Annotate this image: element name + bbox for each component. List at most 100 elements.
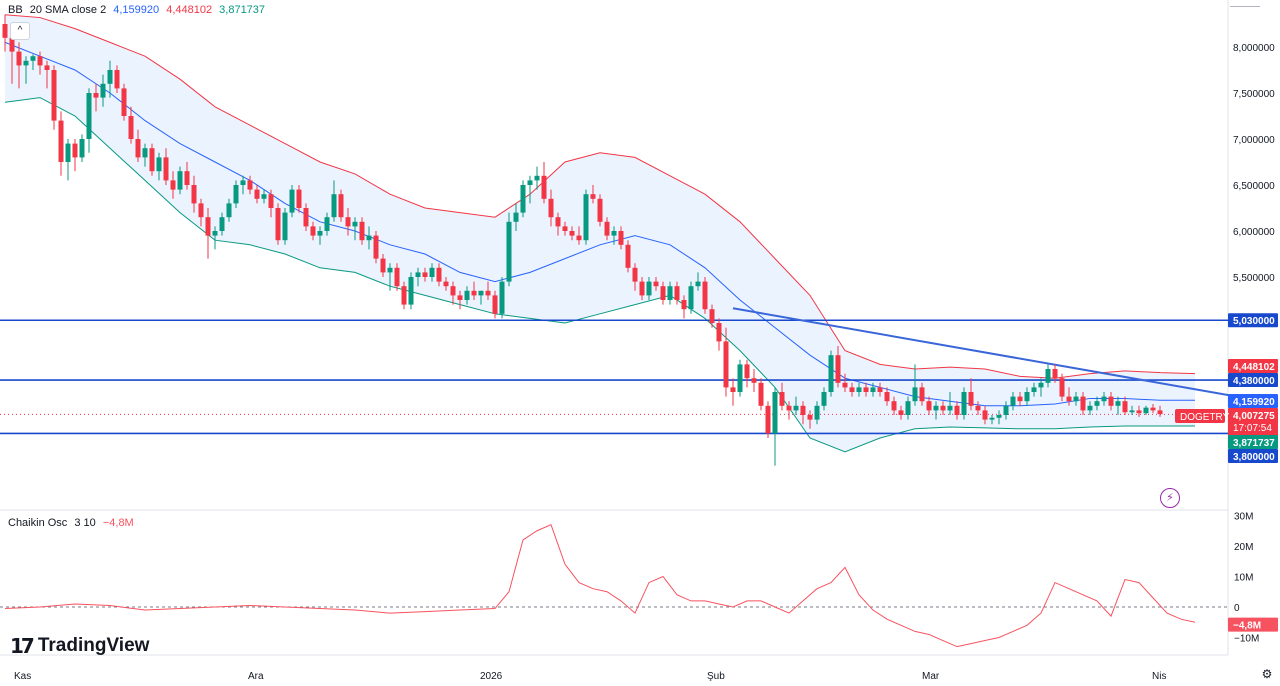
candle-body bbox=[422, 272, 428, 277]
candle-body bbox=[821, 392, 827, 406]
bb-basis-tag-bg bbox=[1228, 394, 1278, 408]
candle-body bbox=[394, 267, 400, 287]
candle-body bbox=[16, 51, 22, 66]
candle-body bbox=[1080, 396, 1086, 411]
candle-body bbox=[191, 185, 197, 204]
candle-body bbox=[695, 281, 701, 287]
time-tick-label: Ara bbox=[248, 671, 264, 682]
price-tick-label: 6,500000 bbox=[1233, 181, 1275, 192]
candle-body bbox=[331, 194, 337, 218]
candle-body bbox=[1024, 392, 1030, 402]
candle-body bbox=[401, 286, 407, 305]
candle-body bbox=[492, 295, 498, 314]
level-tag-4380000-bg bbox=[1228, 373, 1278, 388]
candle-body bbox=[793, 405, 799, 411]
horizontal-levels[interactable] bbox=[0, 319, 1228, 435]
candle-body bbox=[513, 212, 519, 222]
trendline[interactable] bbox=[732, 307, 1238, 398]
candle-body bbox=[548, 198, 554, 218]
candle-body bbox=[730, 387, 736, 392]
candle-body bbox=[926, 401, 932, 411]
candle-body bbox=[415, 272, 421, 277]
price-tick-label: 5,500000 bbox=[1233, 273, 1275, 284]
candle-body bbox=[359, 221, 365, 241]
candle-body bbox=[1150, 407, 1156, 411]
level-tag-5030000-text: 5,030000 bbox=[1233, 316, 1275, 327]
tradingview-logo[interactable]: 17 TradingView bbox=[10, 634, 149, 658]
candle-body bbox=[590, 194, 596, 199]
osc-legend[interactable]: Chaikin Osc 3 10 −4,8M bbox=[8, 517, 138, 529]
bb-legend-upper: 4,448102 bbox=[166, 4, 213, 16]
candle-body bbox=[702, 281, 708, 310]
current-price-value: 4,007275 bbox=[1233, 411, 1275, 422]
candle-body bbox=[275, 208, 281, 241]
candle-body bbox=[324, 217, 330, 231]
candle-body bbox=[338, 194, 344, 218]
bb-lower-tag-bg bbox=[1228, 435, 1278, 449]
candle-body bbox=[632, 267, 638, 282]
candle-body bbox=[142, 148, 148, 158]
osc-legend-name: Chaikin Osc bbox=[8, 517, 68, 529]
candle-body bbox=[681, 300, 687, 310]
chevron-up-icon: ^ bbox=[17, 25, 23, 36]
candle-body bbox=[268, 194, 274, 208]
candle-body bbox=[653, 281, 659, 287]
candle-body bbox=[296, 189, 302, 208]
candle-body bbox=[709, 309, 715, 323]
bb-upper-tag-bg bbox=[1228, 359, 1278, 373]
candle-body bbox=[968, 392, 974, 406]
time-tick-label: Şub bbox=[707, 671, 725, 682]
candle-body bbox=[506, 221, 512, 282]
candle-body bbox=[79, 139, 85, 158]
candle-body bbox=[975, 405, 981, 411]
candle-body bbox=[128, 116, 134, 139]
bb-lower-tag-text: 3,871737 bbox=[1233, 438, 1275, 449]
candle-body bbox=[254, 189, 260, 199]
scale-handle[interactable] bbox=[1230, 0, 1260, 7]
level-tag-3800000-text: 3,800000 bbox=[1233, 452, 1275, 463]
candle-body bbox=[779, 392, 785, 406]
collapse-legend-button[interactable]: ^ bbox=[10, 22, 30, 40]
candle-body bbox=[240, 180, 246, 185]
bb-legend[interactable]: BB 20 SMA close 2 4,159920 4,448102 3,87… bbox=[8, 4, 269, 16]
candle-body bbox=[233, 185, 239, 204]
osc-value-tag-bg bbox=[1228, 617, 1278, 632]
candle-body bbox=[443, 281, 449, 287]
gear-icon[interactable]: ⚙ bbox=[1261, 667, 1273, 681]
level-tag-5030000: 5,030000 bbox=[1228, 313, 1278, 328]
candle-body bbox=[184, 171, 190, 185]
candle-body bbox=[933, 405, 939, 411]
bb-upper-tag-text: 4,448102 bbox=[1233, 362, 1275, 373]
candle-body bbox=[555, 217, 561, 227]
trendline-segment bbox=[732, 307, 1238, 398]
candle-body bbox=[261, 194, 267, 199]
candle-body bbox=[352, 221, 358, 227]
logo-mark-icon: 17 bbox=[10, 634, 35, 658]
candle-body bbox=[1031, 387, 1037, 392]
candle-body bbox=[2, 24, 8, 38]
candle-body bbox=[870, 387, 876, 392]
candle-body bbox=[58, 120, 64, 162]
price-tick-label: 6,000000 bbox=[1233, 227, 1275, 238]
bollinger-band-fill bbox=[5, 14, 1195, 452]
candle-body bbox=[520, 185, 526, 213]
candle-body bbox=[947, 405, 953, 411]
time-tick-label: Nis bbox=[1152, 671, 1166, 682]
candle-body bbox=[905, 401, 911, 415]
candle-body bbox=[849, 387, 855, 392]
candle-body bbox=[1059, 378, 1065, 397]
candle-body bbox=[527, 180, 533, 185]
candle-body bbox=[289, 189, 295, 213]
candle-body bbox=[660, 286, 666, 300]
candle-body bbox=[9, 37, 15, 52]
lightning-icon[interactable]: ⚡ bbox=[1160, 488, 1180, 508]
osc-tick-label: −10M bbox=[1234, 634, 1259, 645]
candle-body bbox=[436, 267, 442, 282]
candle-body bbox=[940, 405, 946, 411]
candle-body bbox=[744, 364, 750, 379]
candle-body bbox=[737, 364, 743, 392]
candle-body bbox=[471, 290, 477, 296]
candle-body bbox=[1087, 405, 1093, 411]
candle-body bbox=[499, 281, 505, 314]
